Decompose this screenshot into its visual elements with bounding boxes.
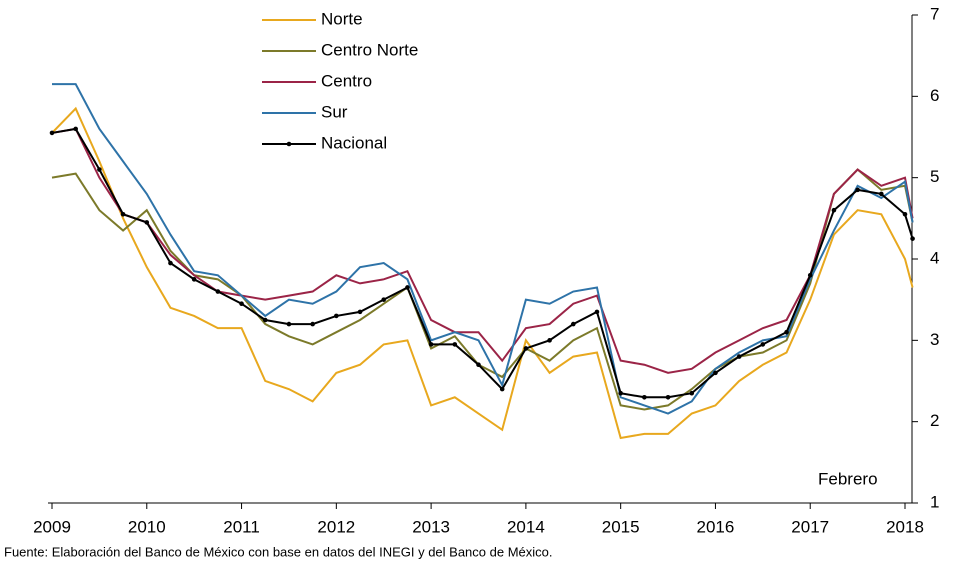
y-tick-label: 4 [930, 248, 939, 267]
legend-label: Sur [321, 102, 348, 121]
legend-label: Centro [321, 71, 372, 90]
point [405, 285, 410, 290]
y-tick-label: 2 [930, 411, 939, 430]
point [713, 370, 718, 376]
point [807, 272, 813, 278]
point [310, 321, 315, 327]
point [499, 386, 505, 392]
point [902, 211, 908, 217]
legend-label: Centro Norte [321, 40, 418, 59]
source-note: Fuente: Elaboración del Banco de México … [4, 544, 553, 559]
point [476, 362, 481, 368]
x-tick-label: 2017 [791, 517, 829, 536]
point [120, 211, 126, 217]
point [594, 309, 600, 315]
y-tick-label: 1 [930, 492, 939, 511]
x-tick-label: 2015 [602, 517, 640, 536]
point [689, 390, 695, 396]
x-tick-label: 2010 [128, 517, 166, 536]
legend-marker [286, 141, 292, 147]
x-tick-label: 2016 [697, 517, 735, 536]
point [784, 329, 789, 335]
series-line [52, 83, 914, 415]
point [262, 317, 268, 323]
y-tick-label: 7 [930, 4, 939, 23]
point [665, 394, 671, 400]
series-line [51, 168, 914, 411]
point [97, 167, 102, 172]
point [547, 338, 552, 343]
x-tick-label: 2014 [507, 517, 545, 536]
y-tick-label: 3 [930, 330, 939, 349]
point [452, 342, 458, 347]
legend-label: Nacional [321, 133, 387, 152]
x-tick-label: 2011 [223, 517, 260, 536]
point [73, 126, 78, 132]
series-line [51, 127, 914, 374]
point [910, 236, 915, 241]
point [570, 321, 576, 327]
x-tick-label: 2018 [886, 517, 924, 536]
point [736, 354, 742, 359]
x-tick-label: 2009 [33, 517, 71, 536]
series-line [51, 127, 914, 399]
point [239, 301, 244, 307]
y-tick-label: 5 [930, 167, 939, 186]
x-tick-label: 2013 [412, 517, 450, 536]
point [618, 390, 623, 396]
point [855, 187, 860, 193]
series-line [51, 106, 914, 440]
point [523, 346, 529, 351]
point [286, 321, 292, 327]
point [642, 394, 647, 400]
point [215, 289, 221, 294]
legend-label: Norte [321, 9, 363, 28]
point [144, 220, 150, 225]
point [760, 342, 766, 347]
point [831, 207, 837, 213]
point [49, 130, 55, 136]
point [357, 309, 363, 315]
y-tick-label: 6 [930, 86, 939, 105]
point [334, 313, 339, 319]
point [191, 277, 197, 282]
x-tick-label: 2012 [317, 517, 355, 536]
point [381, 297, 387, 302]
point [168, 260, 173, 266]
annotation: Febrero [818, 469, 878, 488]
point [879, 191, 884, 197]
point [428, 342, 434, 347]
